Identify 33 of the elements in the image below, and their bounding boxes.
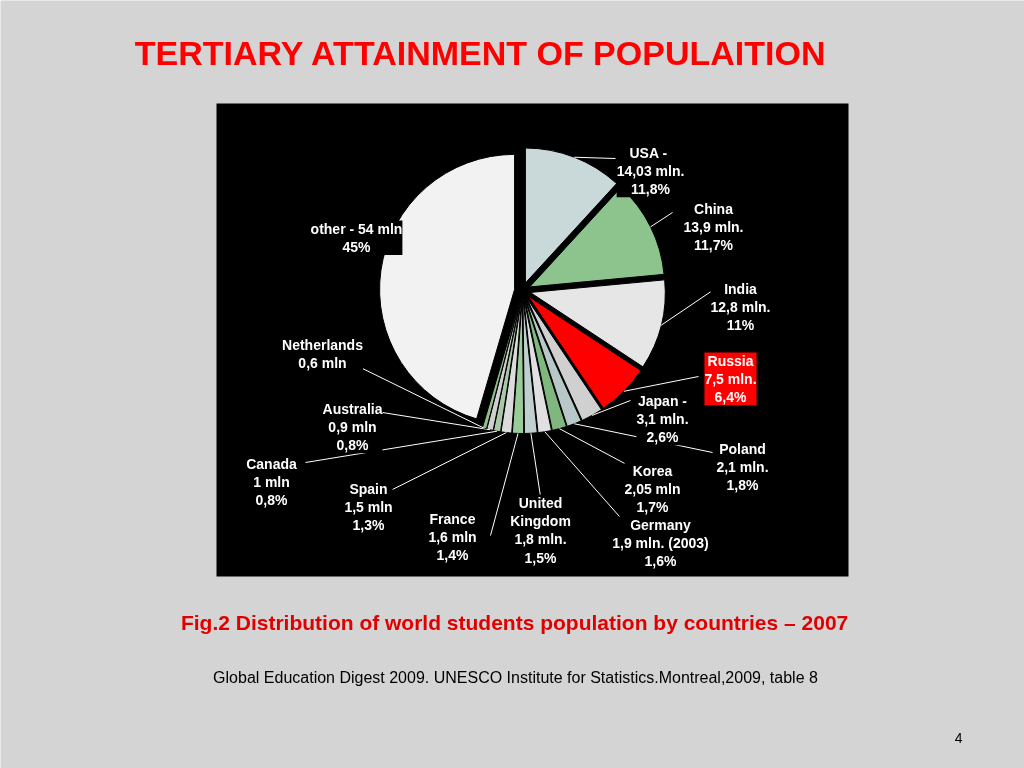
data-label: 3,1 mln. 2,6% — [636, 410, 689, 446]
slice-label: Russia — [707, 352, 754, 369]
text: Global Education Digest 2009. UNESCO Institute for Statistics.Montreal,2009, table 8 — [213, 669, 818, 686]
slice-label: Netherlands — [282, 336, 364, 353]
slice-label: Canada — [246, 455, 297, 472]
slice-label: Poland — [719, 440, 766, 457]
data-label: 2,1 mln. 1,8% — [716, 458, 769, 494]
data-label: 1 mln 0,8% — [253, 473, 290, 509]
slice-label: France — [429, 510, 476, 527]
slice-label: Korea — [632, 462, 673, 479]
data-label: 14,03 mln. 11,8% — [616, 162, 685, 198]
slice-label: other - 54 mln 45% — [310, 220, 403, 255]
text: 4 — [954, 729, 963, 746]
slice-label: China — [694, 200, 734, 217]
slice-label: Japan - — [637, 392, 688, 409]
slice-label: United Kingdom — [510, 494, 571, 529]
slice-label: Germany — [630, 516, 692, 533]
text: Fig.2 Distribution of world students population by countries – 2007 — [180, 611, 849, 634]
data-label: 1,9 mln. (2003) 1,6% — [612, 534, 709, 570]
chart-title: TERTIARY ATTAINMENT OF POPULAITION — [134, 33, 826, 72]
data-label: 1,6 mln 1,4% — [428, 528, 477, 564]
slice-label: Spain — [349, 480, 388, 497]
data-label: 0,6 mln — [298, 354, 347, 371]
data-label: 12,8 mln. 11% — [710, 298, 771, 334]
slice-label: Australia — [322, 400, 383, 417]
data-label: 1,8 mln. 1,5% — [514, 531, 567, 566]
data-label: 7,5 mln. 6,4% — [704, 370, 757, 406]
data-label: 2,05 mln 1,7% — [624, 480, 681, 516]
data-label: 0,9 mln 0,8% — [328, 418, 377, 454]
data-label: 1,5 mln 1,3% — [344, 498, 393, 534]
slice-label: USA - — [629, 144, 668, 161]
slice-label: India — [724, 280, 758, 297]
data-label: 13,9 mln. 11,7% — [683, 218, 744, 254]
